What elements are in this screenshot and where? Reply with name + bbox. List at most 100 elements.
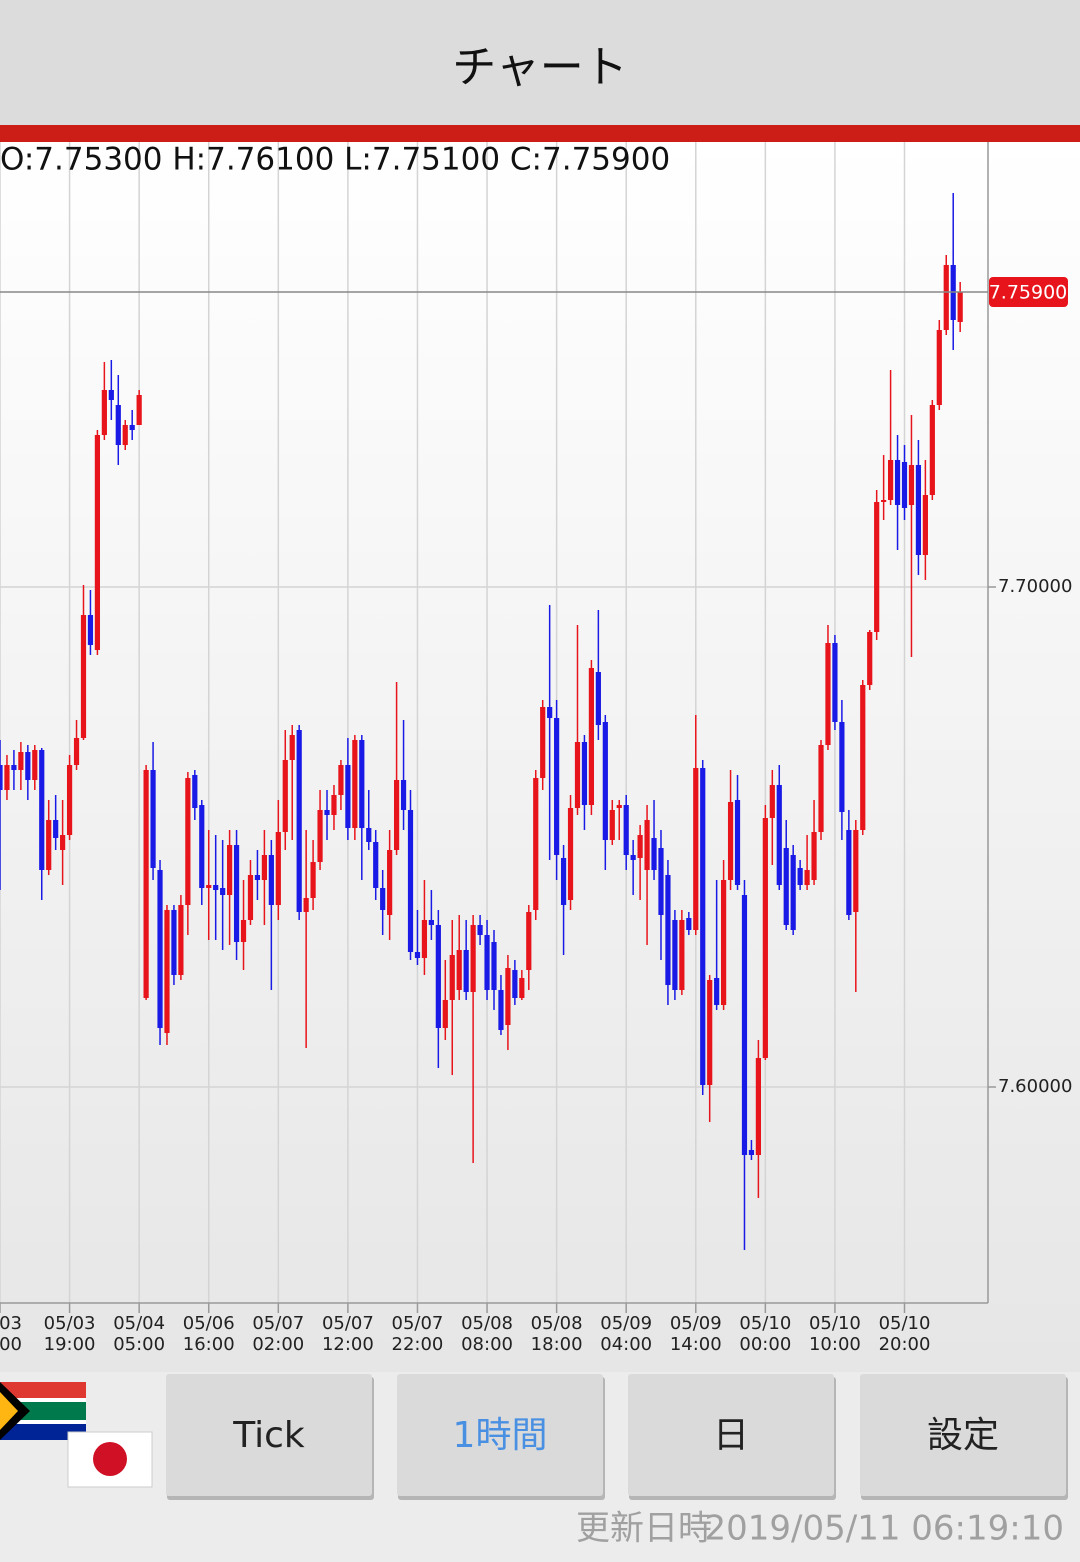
x-tick-label: 18:00	[531, 1334, 583, 1355]
candle-body	[672, 920, 678, 990]
tab-button[interactable]: 1時間	[397, 1374, 605, 1500]
candle-body	[560, 858, 567, 905]
candle-body	[442, 1000, 448, 1028]
x-tick-label: 05/08	[531, 1313, 583, 1334]
candle-body	[783, 848, 789, 925]
candle-body	[428, 920, 434, 925]
candle-body	[929, 405, 935, 495]
tab-button[interactable]: 日	[628, 1374, 836, 1500]
x-tick-label: 05/10	[809, 1313, 861, 1334]
candle-body	[199, 805, 205, 888]
candle-body	[741, 895, 748, 1155]
candle-body	[519, 978, 525, 998]
candle-body	[275, 832, 281, 905]
x-tick-label: 05:00	[113, 1334, 165, 1355]
candle-body	[60, 835, 66, 850]
candle-body	[609, 810, 615, 840]
tab-button[interactable]: Tick	[166, 1374, 374, 1500]
candle-body	[498, 990, 504, 1030]
candle-body	[505, 968, 511, 1025]
candle-body	[874, 502, 880, 632]
candle-body	[435, 925, 441, 1028]
button-face	[628, 1374, 834, 1496]
candle-body	[901, 462, 908, 508]
last-price-tag	[989, 277, 1068, 307]
candle-body	[727, 802, 734, 880]
x-tick-label: 05/09	[600, 1313, 652, 1334]
x-tick-label: 00:00	[739, 1334, 791, 1355]
candle-body	[665, 875, 671, 985]
candle-body	[380, 888, 386, 910]
ohlc-label: O:7.75300 H:7.76100 L:7.75100 C:7.75900	[0, 142, 670, 178]
x-tick-label: 14:00	[670, 1334, 722, 1355]
x-tick-label: 05/09	[670, 1313, 722, 1334]
candle-body	[87, 615, 94, 645]
candle-body	[623, 805, 629, 855]
candle-body	[512, 970, 518, 998]
candle-body	[80, 615, 87, 738]
candle-body	[484, 935, 490, 990]
candle-body	[887, 460, 894, 500]
candle-body	[637, 835, 643, 858]
button-label: 設定	[927, 1415, 999, 1456]
candle-body	[421, 920, 428, 958]
candle-body	[769, 785, 775, 818]
candle-body	[66, 765, 73, 835]
candle-body	[233, 845, 240, 942]
candle-body	[414, 952, 421, 958]
last-price-label: 7.75900	[989, 282, 1068, 304]
x-tick-label: 04:00	[600, 1334, 652, 1355]
candle-body	[359, 740, 365, 828]
candle-body	[178, 905, 184, 975]
candle-body	[602, 722, 608, 840]
candle-body	[303, 898, 309, 912]
candle-body	[115, 405, 121, 445]
candle-body	[192, 775, 198, 808]
flag-south-africa	[0, 1382, 86, 1440]
candle-body	[39, 750, 45, 870]
candle-body	[449, 955, 455, 1000]
y-tick-label: 7.70000	[998, 576, 1072, 597]
candle-body	[352, 740, 358, 828]
candle-body	[860, 685, 866, 830]
candle-body	[540, 707, 546, 778]
candle-body	[651, 838, 657, 870]
candle-body	[776, 785, 782, 885]
candle-body	[832, 643, 838, 722]
candle-body	[373, 842, 379, 888]
x-tick-label: 20:00	[879, 1334, 931, 1355]
candle-body	[289, 735, 295, 760]
candle-body	[644, 820, 650, 870]
candle-body	[157, 870, 163, 1028]
candle-body	[4, 765, 10, 790]
tab-button[interactable]: 設定	[860, 1374, 1068, 1500]
x-tick-label: 19:00	[44, 1334, 96, 1355]
candle-body	[881, 500, 887, 502]
candle-body	[734, 800, 741, 885]
candle-body	[73, 738, 80, 765]
candle-body	[700, 768, 706, 1085]
candle-body	[477, 925, 483, 935]
candle-body	[463, 950, 469, 992]
candle-body	[574, 742, 581, 808]
candle-body	[616, 805, 622, 808]
candle-body	[846, 830, 852, 915]
candle-body	[588, 668, 595, 805]
candle-body	[811, 832, 817, 880]
candle-body	[220, 888, 226, 895]
candle-body	[317, 810, 323, 862]
candle-body	[908, 465, 915, 505]
candle-body	[762, 818, 768, 1058]
candle-body	[185, 778, 191, 905]
candle-body	[268, 855, 274, 905]
candle-body	[101, 390, 107, 435]
x-tick-label: /03	[0, 1313, 22, 1334]
candle-body	[296, 730, 302, 912]
button-label: 1時間	[453, 1415, 548, 1456]
flag-japan	[67, 1431, 153, 1488]
candle-body	[595, 672, 601, 725]
candle-body	[150, 770, 156, 868]
